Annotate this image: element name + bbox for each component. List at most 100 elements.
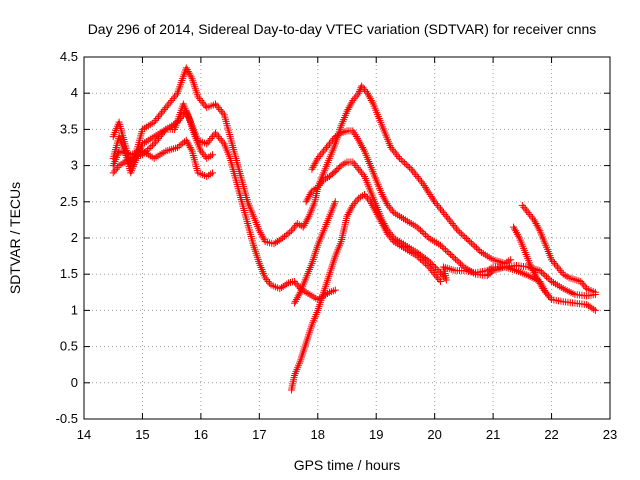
data-point-marker xyxy=(363,194,371,202)
data-point-marker xyxy=(111,167,119,175)
data-point-marker xyxy=(437,241,445,249)
data-point-marker xyxy=(549,258,557,266)
data-point-marker xyxy=(214,133,222,141)
data-point-marker xyxy=(409,167,417,175)
data-point-marker xyxy=(147,143,155,151)
data-point-marker xyxy=(538,268,546,276)
data-point-marker xyxy=(284,230,292,238)
data-point-marker xyxy=(430,262,438,270)
data-point-marker xyxy=(353,196,361,204)
data-point-marker xyxy=(393,151,401,159)
data-point-marker xyxy=(573,276,581,284)
data-point-marker xyxy=(292,279,300,287)
data-point-marker xyxy=(435,276,443,284)
data-point-marker xyxy=(462,235,470,243)
data-point-marker xyxy=(349,158,357,166)
data-point-marker xyxy=(415,174,423,182)
data-point-marker xyxy=(387,234,395,242)
data-point-marker xyxy=(348,203,356,211)
data-point-marker xyxy=(155,134,163,142)
data-point-marker xyxy=(441,210,449,218)
data-point-marker xyxy=(571,276,579,284)
data-point-marker xyxy=(423,232,431,240)
data-point-marker xyxy=(438,243,446,251)
data-point-marker xyxy=(304,194,312,202)
data-point-marker xyxy=(148,141,156,149)
data-point-marker xyxy=(358,169,366,177)
data-point-marker xyxy=(157,131,165,139)
data-point-marker xyxy=(166,98,174,106)
data-point-marker xyxy=(532,272,540,280)
data-point-marker xyxy=(365,196,373,204)
data-point-marker xyxy=(424,187,432,195)
data-point-marker xyxy=(344,105,352,113)
data-point-marker xyxy=(318,178,326,186)
data-point-marker xyxy=(289,225,297,233)
data-point-marker xyxy=(150,140,158,148)
data-point-marker xyxy=(449,266,457,274)
data-point-marker xyxy=(578,279,586,287)
data-point-marker xyxy=(163,102,171,110)
y-tick-label: 3.5 xyxy=(60,121,78,136)
data-point-marker xyxy=(421,183,429,191)
data-point-marker xyxy=(352,162,360,170)
data-point-marker xyxy=(219,138,227,146)
data-point-marker xyxy=(182,136,190,144)
data-point-marker xyxy=(428,267,436,275)
data-point-marker xyxy=(544,274,552,282)
data-point-marker xyxy=(219,109,227,117)
data-point-marker xyxy=(591,306,599,314)
data-point-marker xyxy=(432,200,440,208)
data-point-marker xyxy=(552,261,560,269)
data-point-marker xyxy=(358,82,366,90)
data-point-marker xyxy=(388,145,396,153)
data-point-marker xyxy=(327,138,335,146)
data-point-marker xyxy=(422,185,430,193)
data-point-marker xyxy=(347,100,355,108)
data-point-marker xyxy=(406,164,414,172)
y-tick-label: 4 xyxy=(71,85,78,100)
data-point-marker xyxy=(550,259,558,267)
data-point-marker xyxy=(315,153,323,161)
data-point-marker xyxy=(257,230,265,238)
data-point-marker xyxy=(453,257,461,265)
data-point-marker xyxy=(495,265,503,273)
data-point-marker xyxy=(186,144,194,151)
series-track-5 xyxy=(308,127,599,300)
data-point-marker xyxy=(368,201,376,209)
data-point-marker xyxy=(160,127,168,135)
data-point-marker xyxy=(588,304,596,312)
data-point-marker xyxy=(303,216,311,224)
data-point-marker xyxy=(513,230,521,238)
data-point-marker xyxy=(186,71,194,79)
data-point-marker xyxy=(278,284,286,292)
data-point-marker xyxy=(421,260,429,268)
data-point-marker xyxy=(333,166,341,174)
data-point-marker xyxy=(456,228,464,236)
data-point-marker xyxy=(429,268,437,276)
data-point-marker xyxy=(390,147,398,155)
data-point-marker xyxy=(194,93,202,101)
data-point-marker xyxy=(327,288,335,296)
data-point-marker xyxy=(346,207,354,215)
data-point-marker xyxy=(355,87,363,95)
data-point-marker xyxy=(275,236,283,244)
data-point-marker xyxy=(528,265,536,273)
data-point-marker xyxy=(378,191,386,199)
data-point-marker xyxy=(534,276,542,284)
data-point-marker xyxy=(440,244,448,252)
data-point-marker xyxy=(198,98,206,106)
data-point-marker xyxy=(448,220,456,228)
data-point-marker xyxy=(416,255,424,263)
data-point-marker xyxy=(431,198,439,206)
data-point-marker xyxy=(331,167,339,175)
data-point-marker xyxy=(452,255,460,263)
data-point-marker xyxy=(472,244,480,252)
data-point-marker xyxy=(165,100,173,108)
data-point-marker xyxy=(457,230,465,238)
data-point-marker xyxy=(467,239,475,247)
data-point-marker xyxy=(537,281,545,289)
data-point-marker xyxy=(416,226,424,234)
data-point-marker xyxy=(184,67,192,75)
data-point-marker xyxy=(294,292,302,300)
